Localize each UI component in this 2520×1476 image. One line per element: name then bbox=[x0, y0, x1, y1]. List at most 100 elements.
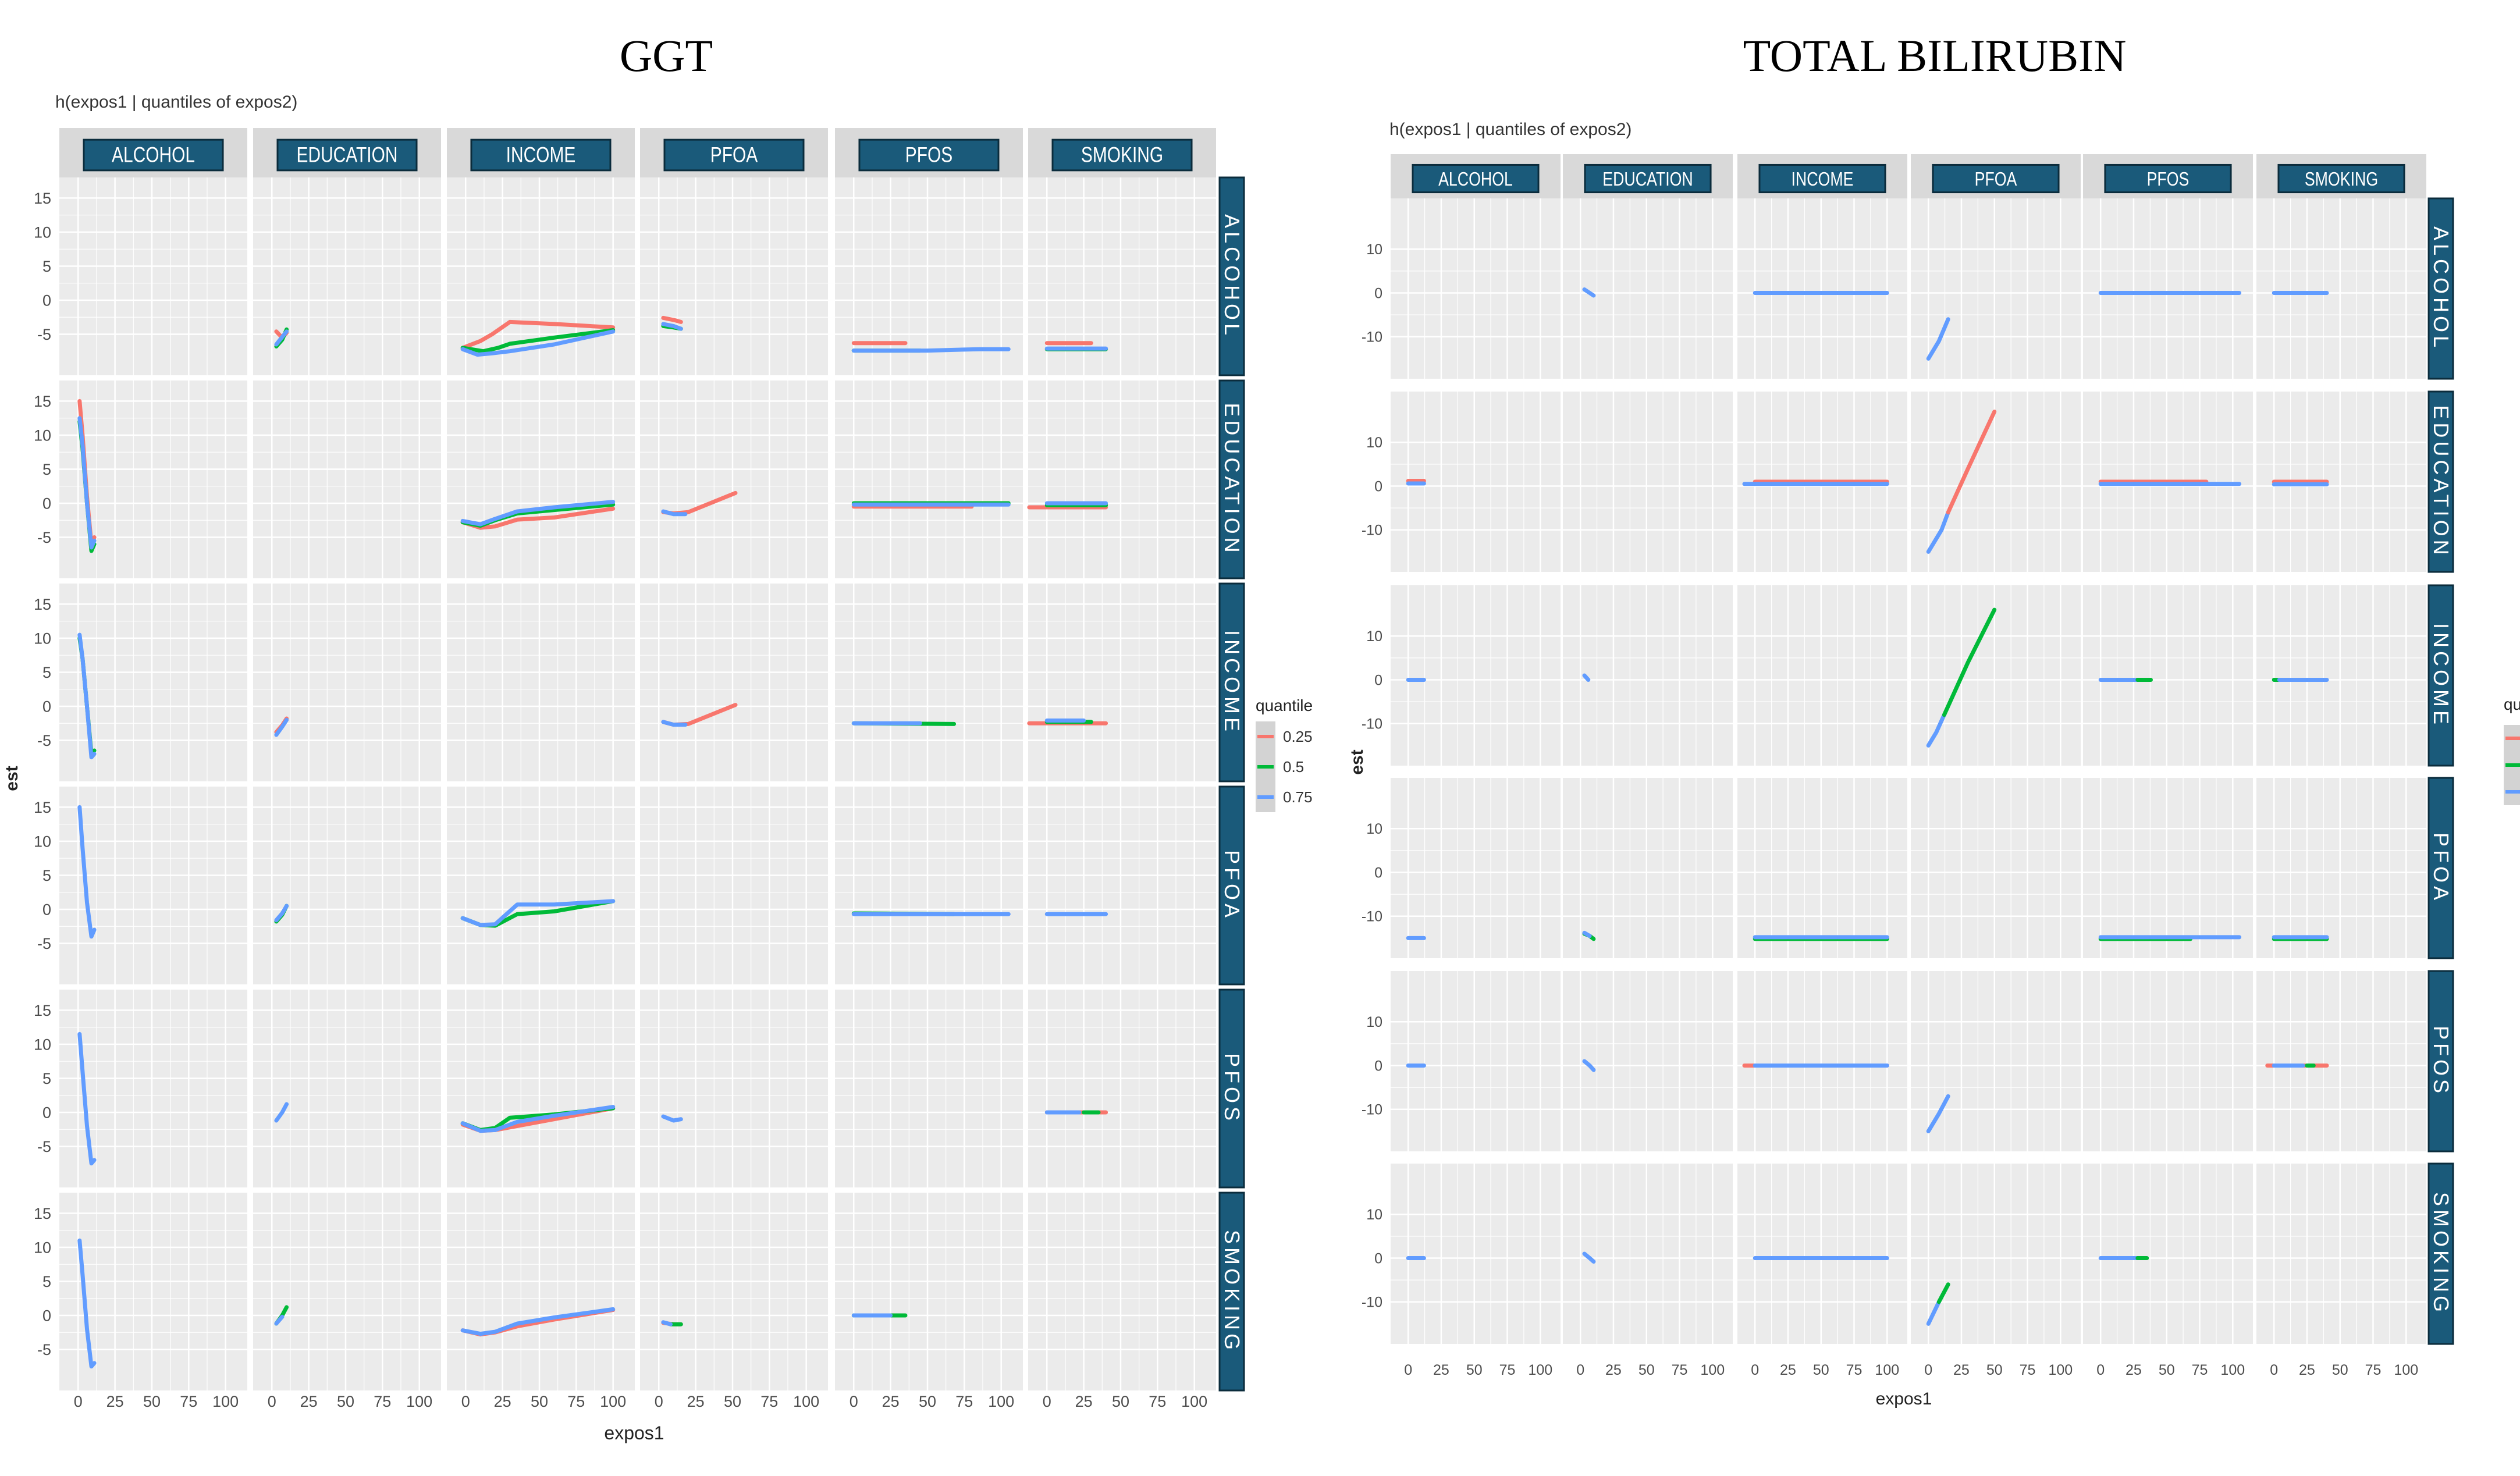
panel-background bbox=[1391, 778, 1561, 958]
row-strip-box bbox=[2427, 584, 2454, 767]
col-strip-box bbox=[2104, 163, 2232, 194]
y-tick-label: 15 bbox=[34, 799, 51, 816]
panel-background bbox=[1028, 177, 1216, 375]
panel-income-income bbox=[1737, 585, 1907, 766]
panel-alcohol-pfoa bbox=[640, 177, 828, 375]
panel-education-alcohol bbox=[59, 380, 247, 578]
x-tick-label: 25 bbox=[2299, 1362, 2315, 1378]
y-tick-label: 10 bbox=[1366, 1014, 1382, 1030]
x-tick-label: 0 bbox=[2096, 1362, 2105, 1378]
x-tick-label: 100 bbox=[988, 1393, 1014, 1410]
x-tick-label: 50 bbox=[1813, 1362, 1829, 1378]
series-line-q075 bbox=[1582, 1251, 1596, 1264]
col-strip-box bbox=[2277, 163, 2405, 194]
series-line-q075 bbox=[274, 1314, 285, 1326]
x-tick-label: 0 bbox=[461, 1393, 470, 1410]
col-strip-label: ALCOHOL bbox=[112, 143, 195, 167]
panel-alcohol-pfos bbox=[835, 177, 1023, 375]
panel-background bbox=[2083, 778, 2253, 958]
x-tick-label: 0 bbox=[1751, 1362, 1759, 1378]
series-line-q075 bbox=[661, 720, 688, 727]
x-tick-label: 0 bbox=[268, 1393, 276, 1410]
panel-background bbox=[447, 1193, 635, 1390]
panel-background bbox=[253, 990, 441, 1187]
row-strip-label: SMOKING bbox=[2429, 1192, 2453, 1315]
y-tick-label: 10 bbox=[1366, 435, 1382, 451]
y-tick-label: 5 bbox=[42, 258, 51, 275]
x-tick-label: 0 bbox=[74, 1393, 83, 1410]
panel-education-smoking bbox=[2256, 392, 2426, 572]
panel-background bbox=[1911, 392, 2081, 572]
x-tick-label: 75 bbox=[567, 1393, 585, 1410]
panel-alcohol-education bbox=[1563, 198, 1733, 379]
x-tick-label: 0 bbox=[850, 1393, 858, 1410]
row-strip-label: SMOKING bbox=[1220, 1230, 1244, 1353]
panel-pfoa-income bbox=[447, 787, 635, 984]
y-tick-label: 15 bbox=[34, 393, 51, 410]
col-strip-label: PFOS bbox=[2147, 169, 2190, 190]
panel-alcohol-pfos bbox=[2083, 198, 2253, 379]
y-tick-label: -10 bbox=[1362, 909, 1382, 925]
panel-background bbox=[253, 177, 441, 375]
x-tick-label: 75 bbox=[1846, 1362, 1863, 1378]
x-tick-label: 50 bbox=[1986, 1362, 2003, 1378]
panel-background bbox=[640, 177, 828, 375]
legend-title: quantile bbox=[1256, 696, 1313, 714]
y-tick-label: 0 bbox=[42, 1104, 51, 1121]
series-line-q075 bbox=[1926, 1094, 1950, 1133]
series-line-q075 bbox=[661, 1114, 683, 1123]
panel-background bbox=[59, 990, 247, 1187]
x-tick-label: 75 bbox=[1672, 1362, 1688, 1378]
row-strip-box bbox=[1218, 785, 1245, 986]
x-tick-label: 75 bbox=[374, 1393, 391, 1410]
x-tick-label: 100 bbox=[2220, 1362, 2245, 1378]
x-tick-label: 50 bbox=[143, 1393, 161, 1410]
series-line-q025 bbox=[1946, 410, 1997, 515]
legend-label: 0.75 bbox=[1283, 788, 1313, 806]
panel-alcohol-alcohol bbox=[59, 177, 247, 375]
panel-background bbox=[2256, 971, 2426, 1151]
col-strip-box bbox=[1932, 163, 2060, 194]
panel-pfoa-alcohol bbox=[59, 787, 247, 984]
panel-pfos-education bbox=[253, 990, 441, 1187]
row-strip-label: INCOME bbox=[1220, 630, 1244, 735]
x-tick-label: 25 bbox=[1780, 1362, 1796, 1378]
series-line-q05 bbox=[460, 328, 616, 354]
panel-background bbox=[2256, 585, 2426, 766]
y-tick-label: 15 bbox=[34, 1205, 51, 1222]
panel-background bbox=[835, 1193, 1023, 1390]
series-line-q075 bbox=[1926, 510, 1950, 554]
y-tick-label: 0 bbox=[1374, 478, 1382, 495]
y-tick-label: 10 bbox=[1366, 1207, 1382, 1223]
panel-alcohol-income bbox=[1737, 198, 1907, 379]
col-strip-label: SMOKING bbox=[1081, 143, 1163, 167]
y-tick-label: 0 bbox=[42, 698, 51, 715]
y-tick-label: -5 bbox=[37, 529, 51, 546]
panel-background bbox=[1563, 392, 1733, 572]
panel-pfoa-pfoa bbox=[640, 787, 828, 984]
y-tick-label: -10 bbox=[1362, 522, 1382, 539]
series-line-q075 bbox=[1582, 930, 1592, 938]
col-strip-label: INCOME bbox=[1792, 169, 1854, 190]
legend: quantile 0.25 0.5 0.75 bbox=[1256, 696, 1313, 812]
col-strip-box bbox=[1758, 163, 1886, 194]
x-tick-label: 100 bbox=[2048, 1362, 2073, 1378]
panel-smoking-education bbox=[253, 1193, 441, 1390]
panel-income-education bbox=[1563, 585, 1733, 766]
panel-pfos-income bbox=[447, 990, 635, 1187]
row-strip-box bbox=[2427, 777, 2454, 959]
x-tick-label: 50 bbox=[2332, 1362, 2348, 1378]
panel-smoking-education bbox=[1563, 1164, 1733, 1344]
y-tick-label: 0 bbox=[1374, 1250, 1382, 1267]
x-tick-label: 25 bbox=[494, 1393, 511, 1410]
x-tick-label: 25 bbox=[2126, 1362, 2142, 1378]
panel-education-pfos bbox=[2083, 392, 2253, 572]
panel-background bbox=[640, 787, 828, 984]
x-tick-label: 75 bbox=[180, 1393, 197, 1410]
x-tick-label: 100 bbox=[793, 1393, 819, 1410]
panel-education-income bbox=[447, 380, 635, 578]
panel-background bbox=[253, 1193, 441, 1390]
panel-background bbox=[59, 177, 247, 375]
panel-education-education bbox=[1563, 392, 1733, 572]
